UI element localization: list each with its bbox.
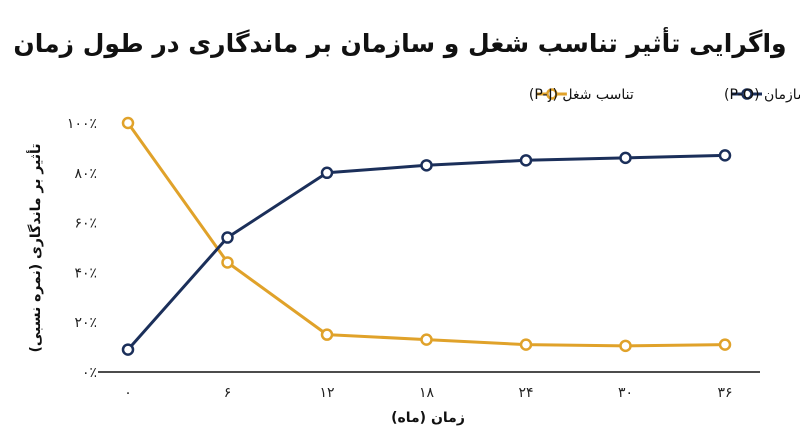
data-point xyxy=(619,151,632,165)
data-point xyxy=(221,231,234,244)
series-0 xyxy=(121,149,732,356)
y-tick-label: ۴۰٪ xyxy=(74,265,97,281)
data-point xyxy=(320,166,334,180)
x-tick-label: ۳۶ xyxy=(717,385,732,401)
data-point xyxy=(121,116,135,130)
series-1 xyxy=(121,116,732,353)
data-point xyxy=(320,328,334,341)
x-tick-label: ۲۴ xyxy=(518,385,533,401)
y-tick-label: ۶۰٪ xyxy=(74,216,97,232)
data-point xyxy=(420,333,433,346)
x-tick-label: ۱۸ xyxy=(419,385,435,401)
y-tick-label: ۲۰٪ xyxy=(74,315,97,331)
data-point xyxy=(718,149,732,162)
y-axis-ticks: ۰٪ ۲۰٪ ۴۰٪ ۶۰٪ ۸۰٪ ۱۰۰٪ xyxy=(67,116,97,381)
x-tick-label: ۱۲ xyxy=(319,385,334,401)
legend-marker xyxy=(546,88,558,100)
legend-label: تناسب شغل (P-J) xyxy=(529,87,634,103)
x-tick-label: ۳۰ xyxy=(618,385,633,401)
series-layer xyxy=(121,116,732,356)
legend-item: تناسب شغل (P-J) xyxy=(529,87,634,103)
chart-title: واگرایی تأثیر تناسب شغل و سازمان بر ماند… xyxy=(13,27,786,59)
x-tick-label: ۶ xyxy=(224,385,232,401)
data-point xyxy=(121,343,135,356)
legend-label: تناسب سازمان (P-O) xyxy=(724,87,800,103)
data-point xyxy=(619,339,632,353)
y-axis-label: تأثیر بر ماندگاری (نمره نسبی) xyxy=(26,143,44,352)
series-line xyxy=(126,153,726,351)
x-axis-ticks: ۰ ۶ ۱۲ ۱۸ ۲۴ ۳۰ ۳۶ xyxy=(124,385,732,401)
legend-marker xyxy=(741,88,753,100)
y-tick-label: ۰٪ xyxy=(82,365,97,381)
data-point xyxy=(420,159,433,172)
legend-item: تناسب سازمان (P-O) xyxy=(724,87,800,103)
data-point xyxy=(718,338,732,351)
legend: تناسب سازمان (P-O) تناسب شغل (P-J) xyxy=(529,87,800,103)
x-axis-label: زمان (ماه) xyxy=(391,410,465,426)
y-tick-label: ۸۰٪ xyxy=(74,166,97,182)
data-point xyxy=(519,154,533,167)
data-point xyxy=(519,338,533,351)
x-tick-label: ۰ xyxy=(124,385,132,401)
data-point xyxy=(221,256,234,269)
y-tick-label: ۱۰۰٪ xyxy=(67,116,97,132)
